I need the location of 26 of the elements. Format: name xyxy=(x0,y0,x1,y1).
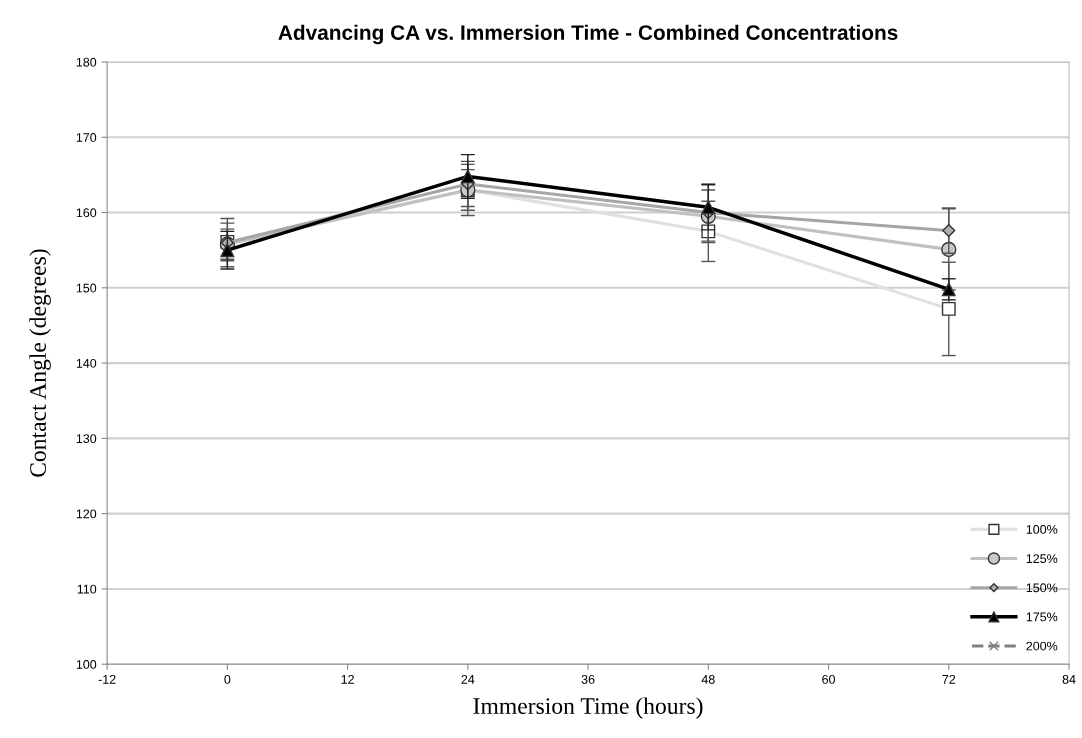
y-tick-label: 110 xyxy=(77,584,97,594)
y-axis-title: Contact Angle (degrees) xyxy=(29,249,51,477)
x-tick-label: 84 xyxy=(1062,674,1076,684)
x-tick-label: -12 xyxy=(98,674,116,684)
y-tick-label: 140 xyxy=(76,358,97,368)
x-axis-title: Immersion Time (hours) xyxy=(473,697,703,719)
x-tick-label: 24 xyxy=(461,674,475,684)
x-tick-label: 48 xyxy=(701,674,715,684)
x-tick-label: 60 xyxy=(822,674,836,684)
legend-label: 100% xyxy=(1026,525,1058,534)
x-tick-label: 0 xyxy=(224,674,231,684)
legend-label: 150% xyxy=(1026,583,1058,593)
x-tick-label: 12 xyxy=(341,674,354,684)
y-tick-label: 100 xyxy=(76,660,97,669)
y-tick-label: 130 xyxy=(76,434,97,444)
legend-label: 125% xyxy=(1026,554,1058,564)
y-tick-label: 170 xyxy=(76,133,97,142)
legend-label: 200% xyxy=(1026,641,1058,651)
x-tick-label: 36 xyxy=(581,674,595,684)
y-tick-label: 150 xyxy=(76,283,97,293)
chart-title: Advancing CA vs. Immersion Time - Combined Concentrations xyxy=(278,24,898,45)
y-tick-label: 120 xyxy=(76,509,97,519)
x-tick-label: 72 xyxy=(942,674,956,684)
y-tick-label: 160 xyxy=(76,208,97,218)
legend-label: 175% xyxy=(1026,612,1058,622)
y-tick-label: 180 xyxy=(76,57,97,67)
